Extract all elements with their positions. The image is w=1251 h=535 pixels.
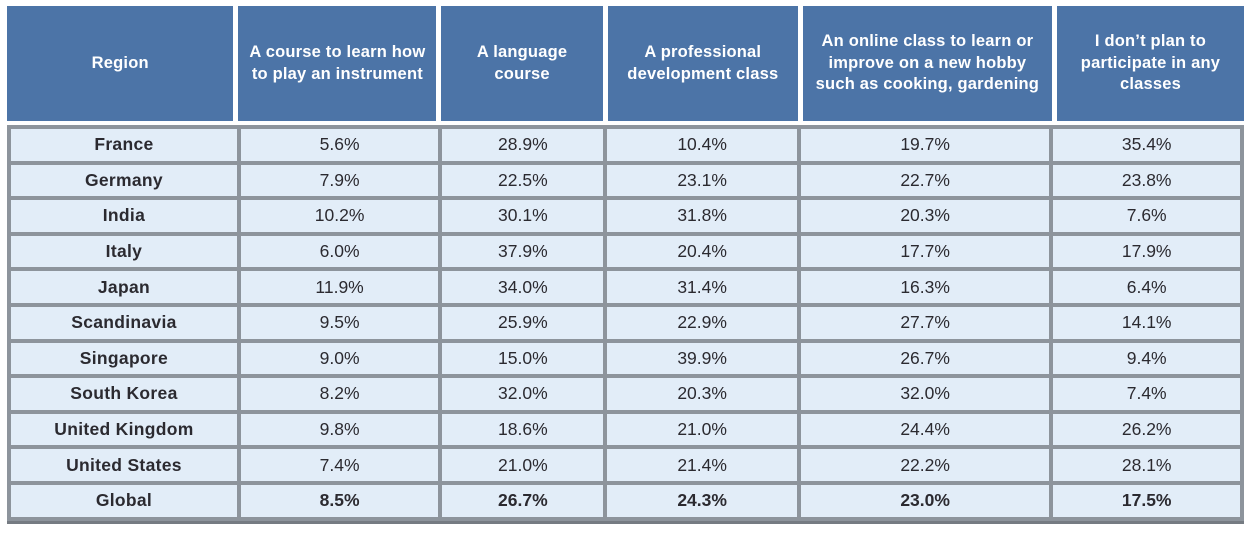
table-row-singapore: Singapore 9.0% 15.0% 39.9% 26.7% 9.4% bbox=[11, 342, 1240, 375]
data-cell: 8.5% bbox=[240, 484, 439, 517]
row-label-cell: Singapore bbox=[11, 342, 237, 375]
data-cell: 10.2% bbox=[240, 200, 439, 232]
row-label-cell: France bbox=[11, 129, 237, 161]
data-cell: 14.1% bbox=[1053, 306, 1240, 339]
data-cell: 20.3% bbox=[800, 200, 1050, 232]
data-cell: 35.4% bbox=[1053, 129, 1240, 161]
data-cell: 19.7% bbox=[800, 129, 1050, 161]
data-cell: 10.4% bbox=[607, 129, 797, 161]
column-header-region: Region bbox=[7, 6, 234, 121]
table-row-germany: Germany 7.9% 22.5% 23.1% 22.7% 23.8% bbox=[11, 164, 1240, 197]
data-cell: 31.8% bbox=[607, 200, 797, 232]
data-cell: 24.3% bbox=[607, 484, 797, 517]
column-header-online-hobby-class: An online class to learn or improve on a… bbox=[802, 6, 1052, 121]
data-cell: 26.2% bbox=[1053, 413, 1240, 446]
data-cell: 7.4% bbox=[240, 449, 439, 481]
row-label-cell: Italy bbox=[11, 235, 237, 268]
data-cell: 9.5% bbox=[240, 306, 439, 339]
data-cell: 7.9% bbox=[240, 164, 439, 197]
data-cell: 32.0% bbox=[442, 378, 604, 410]
row-label-cell: India bbox=[11, 200, 237, 232]
data-cell: 5.6% bbox=[240, 129, 439, 161]
data-cell: 20.3% bbox=[607, 378, 797, 410]
data-cell: 18.6% bbox=[442, 413, 604, 446]
table-row-united-states: United States 7.4% 21.0% 21.4% 22.2% 28.1% bbox=[11, 449, 1240, 481]
row-label-cell: United States bbox=[11, 449, 237, 481]
data-cell: 9.8% bbox=[240, 413, 439, 446]
classes-participation-table: Region A course to learn how to play an … bbox=[7, 6, 1244, 524]
row-label-cell: Japan bbox=[11, 271, 237, 303]
data-cell: 6.4% bbox=[1053, 271, 1240, 303]
data-cell: 22.5% bbox=[442, 164, 604, 197]
data-cell: 22.2% bbox=[800, 449, 1050, 481]
data-cell: 8.2% bbox=[240, 378, 439, 410]
table-row-india: India 10.2% 30.1% 31.8% 20.3% 7.6% bbox=[11, 200, 1240, 232]
data-cell: 17.5% bbox=[1053, 484, 1240, 517]
table-body: France 5.6% 28.9% 10.4% 19.7% 35.4% Germany 7.9… bbox=[7, 125, 1244, 524]
data-cell: 32.0% bbox=[800, 378, 1050, 410]
data-cell: 30.1% bbox=[442, 200, 604, 232]
data-cell: 28.1% bbox=[1053, 449, 1240, 481]
row-label-cell: Germany bbox=[11, 164, 237, 197]
data-cell: 7.4% bbox=[1053, 378, 1240, 410]
data-cell: 25.9% bbox=[442, 306, 604, 339]
data-cell: 20.4% bbox=[607, 235, 797, 268]
table-row-france: France 5.6% 28.9% 10.4% 19.7% 35.4% bbox=[11, 129, 1240, 161]
data-cell: 37.9% bbox=[442, 235, 604, 268]
data-cell: 9.0% bbox=[240, 342, 439, 375]
table-row-global: Global 8.5% 26.7% 24.3% 23.0% 17.5% bbox=[11, 484, 1240, 517]
data-cell: 22.9% bbox=[607, 306, 797, 339]
row-label-cell: Global bbox=[11, 484, 237, 517]
data-cell: 26.7% bbox=[800, 342, 1050, 375]
data-cell: 6.0% bbox=[240, 235, 439, 268]
data-cell: 27.7% bbox=[800, 306, 1050, 339]
data-cell: 28.9% bbox=[442, 129, 604, 161]
data-cell: 24.4% bbox=[800, 413, 1050, 446]
data-cell: 26.7% bbox=[442, 484, 604, 517]
table-row-japan: Japan 11.9% 34.0% 31.4% 16.3% 6.4% bbox=[11, 271, 1240, 303]
data-cell: 22.7% bbox=[800, 164, 1050, 197]
data-cell: 9.4% bbox=[1053, 342, 1240, 375]
row-label-cell: United Kingdom bbox=[11, 413, 237, 446]
table-row-south-korea: South Korea 8.2% 32.0% 20.3% 32.0% 7.4% bbox=[11, 378, 1240, 410]
data-cell: 23.0% bbox=[800, 484, 1050, 517]
row-label-cell: Scandinavia bbox=[11, 306, 237, 339]
data-cell: 15.0% bbox=[442, 342, 604, 375]
data-cell: 21.0% bbox=[607, 413, 797, 446]
table-row-united-kingdom: United Kingdom 9.8% 18.6% 21.0% 24.4% 26.2% bbox=[11, 413, 1240, 446]
data-cell: 31.4% bbox=[607, 271, 797, 303]
data-cell: 23.8% bbox=[1053, 164, 1240, 197]
column-header-instrument-course: A course to learn how to play an instrum… bbox=[238, 6, 437, 121]
data-cell: 7.6% bbox=[1053, 200, 1240, 232]
data-cell: 39.9% bbox=[607, 342, 797, 375]
data-cell: 34.0% bbox=[442, 271, 604, 303]
data-cell: 11.9% bbox=[240, 271, 439, 303]
data-cell: 21.4% bbox=[607, 449, 797, 481]
table-header-row: Region A course to learn how to play an … bbox=[7, 6, 1244, 121]
column-header-no-participation: I don’t plan to participate in any class… bbox=[1056, 6, 1244, 121]
table-row-scandinavia: Scandinavia 9.5% 25.9% 22.9% 27.7% 14.1% bbox=[11, 306, 1240, 339]
data-cell: 17.7% bbox=[800, 235, 1050, 268]
data-cell: 23.1% bbox=[607, 164, 797, 197]
data-cell: 21.0% bbox=[442, 449, 604, 481]
data-cell: 17.9% bbox=[1053, 235, 1240, 268]
column-header-professional-development: A professional development class bbox=[607, 6, 798, 121]
table-row-italy: Italy 6.0% 37.9% 20.4% 17.7% 17.9% bbox=[11, 235, 1240, 268]
column-header-language-course: A language course bbox=[441, 6, 603, 121]
row-label-cell: South Korea bbox=[11, 378, 237, 410]
data-cell: 16.3% bbox=[800, 271, 1050, 303]
